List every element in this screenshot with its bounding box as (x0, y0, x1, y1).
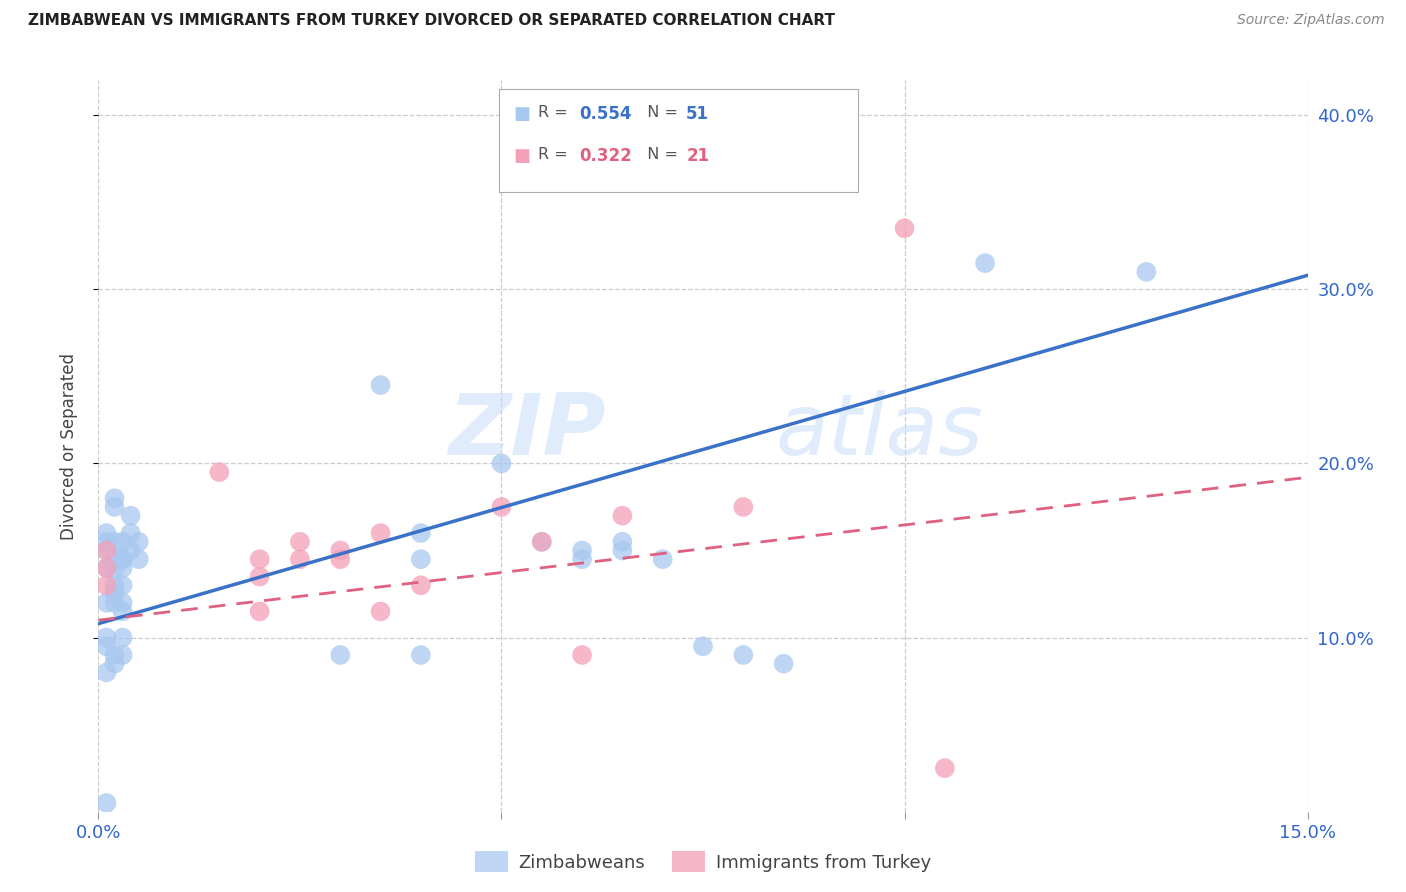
Point (329, 543, 352, 558)
Point (692, 640, 714, 654)
Point (772, 657, 794, 671)
Point (249, 552, 271, 566)
Text: atlas: atlas (776, 390, 984, 473)
Point (288, 552, 311, 566)
Point (571, 543, 593, 558)
Text: ZIMBABWEAN VS IMMIGRANTS FROM TURKEY DIVORCED OR SEPARATED CORRELATION CHART: ZIMBABWEAN VS IMMIGRANTS FROM TURKEY DIV… (28, 13, 835, 29)
Point (409, 578, 432, 592)
Point (103, 552, 125, 566)
Text: 0.554: 0.554 (579, 105, 631, 123)
Point (329, 648, 352, 662)
Point (893, 221, 915, 235)
Legend: Zimbabweans, Immigrants from Turkey: Zimbabweans, Immigrants from Turkey (468, 844, 938, 880)
Point (96, 526, 118, 541)
Point (96, 640, 118, 654)
Text: N =: N = (637, 105, 683, 120)
Point (934, 761, 956, 775)
Point (571, 552, 593, 566)
Point (111, 596, 134, 610)
Point (571, 648, 593, 662)
Point (111, 552, 134, 566)
Point (612, 534, 634, 549)
Text: ■: ■ (513, 105, 530, 123)
Point (409, 648, 432, 662)
Point (111, 534, 134, 549)
Point (96, 796, 118, 810)
Point (409, 526, 432, 541)
Point (651, 552, 673, 566)
Point (96, 543, 118, 558)
Text: R =: R = (538, 147, 574, 162)
Point (103, 561, 125, 575)
Point (96, 534, 118, 549)
Point (1135, 265, 1157, 279)
Point (111, 604, 134, 618)
Text: 51: 51 (686, 105, 709, 123)
Point (208, 465, 231, 479)
Point (370, 378, 392, 392)
Point (974, 256, 997, 270)
Point (96, 665, 118, 680)
Point (530, 534, 553, 549)
Y-axis label: Divorced or Separated: Divorced or Separated (59, 352, 77, 540)
Point (530, 534, 553, 549)
Point (612, 508, 634, 523)
Point (120, 526, 142, 541)
Text: ZIP: ZIP (449, 390, 606, 473)
Point (96, 561, 118, 575)
Point (103, 587, 125, 601)
Text: 21: 21 (686, 147, 709, 165)
Point (103, 534, 125, 549)
Point (111, 578, 134, 592)
Point (409, 552, 432, 566)
Point (111, 631, 134, 645)
Point (103, 648, 125, 662)
Point (111, 648, 134, 662)
Point (111, 561, 134, 575)
Point (491, 457, 513, 471)
Point (128, 552, 150, 566)
Point (103, 491, 125, 506)
Point (111, 552, 134, 566)
Point (733, 648, 755, 662)
Text: Source: ZipAtlas.com: Source: ZipAtlas.com (1237, 13, 1385, 28)
Text: N =: N = (637, 147, 683, 162)
Point (329, 552, 352, 566)
Point (120, 508, 142, 523)
Point (249, 604, 271, 618)
Text: ■: ■ (513, 147, 530, 165)
Point (103, 657, 125, 671)
Point (103, 578, 125, 592)
Point (96, 543, 118, 558)
Point (103, 596, 125, 610)
Point (370, 604, 392, 618)
Text: 0.322: 0.322 (579, 147, 633, 165)
Text: R =: R = (538, 105, 574, 120)
Point (103, 500, 125, 514)
Point (96, 631, 118, 645)
Point (733, 500, 755, 514)
Point (128, 534, 150, 549)
Point (120, 543, 142, 558)
Point (96, 578, 118, 592)
Point (612, 543, 634, 558)
Point (288, 534, 311, 549)
Point (96, 596, 118, 610)
Point (249, 569, 271, 583)
Point (96, 561, 118, 575)
Point (370, 526, 392, 541)
Point (491, 500, 513, 514)
